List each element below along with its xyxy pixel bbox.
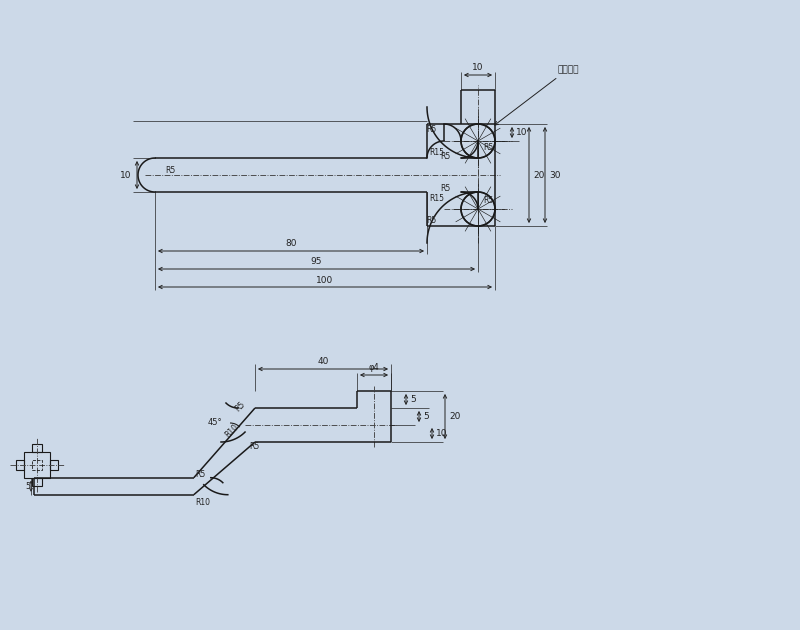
Text: クガキ線: クガキ線 (494, 65, 578, 125)
Text: 5: 5 (410, 395, 416, 404)
Bar (32, 460, 42, 470)
Text: R5: R5 (249, 442, 259, 451)
Text: 10: 10 (516, 128, 527, 137)
Bar (15, 460, 24, 470)
Text: R5: R5 (426, 125, 436, 134)
Text: 95: 95 (310, 258, 322, 266)
Text: R5: R5 (426, 216, 436, 225)
Text: R10: R10 (195, 498, 210, 507)
Text: R5: R5 (483, 143, 494, 152)
Text: φ4: φ4 (369, 364, 379, 372)
Text: R5: R5 (195, 470, 205, 479)
Bar (32, 478, 42, 486)
Text: 10: 10 (472, 64, 484, 72)
Text: R5: R5 (441, 184, 451, 193)
Text: 20: 20 (449, 412, 460, 421)
Text: R5: R5 (233, 399, 246, 413)
Text: 30: 30 (549, 171, 561, 180)
Text: R5: R5 (483, 196, 494, 205)
Text: 100: 100 (316, 275, 334, 285)
Text: 10: 10 (119, 171, 131, 180)
Text: 5: 5 (25, 482, 30, 491)
Text: R5: R5 (166, 166, 175, 175)
Bar (24, 452, 50, 478)
Text: 20: 20 (533, 171, 544, 180)
Text: 45°: 45° (208, 418, 222, 427)
Text: R15: R15 (429, 194, 444, 203)
Text: R10: R10 (223, 422, 240, 439)
Text: 80: 80 (286, 239, 297, 248)
Bar (32, 444, 42, 452)
Text: R15: R15 (429, 148, 444, 157)
Text: 5: 5 (423, 412, 429, 421)
Text: 40: 40 (318, 357, 329, 367)
Text: R5: R5 (441, 152, 451, 161)
Bar (50, 460, 58, 470)
Text: 10: 10 (436, 429, 447, 438)
